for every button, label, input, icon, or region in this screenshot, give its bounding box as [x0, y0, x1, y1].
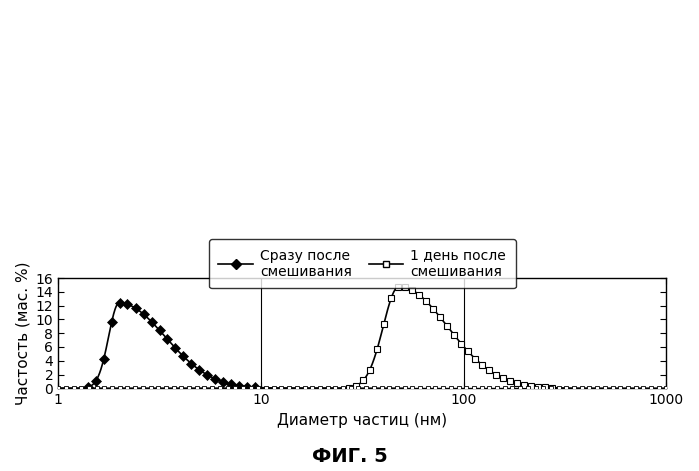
Y-axis label: Частость (мас. %): Частость (мас. %)	[15, 261, 30, 405]
X-axis label: Диаметр частиц (нм): Диаметр частиц (нм)	[278, 413, 447, 428]
Legend: Сразу после
смешивания, 1 день после
смешивания: Сразу после смешивания, 1 день после сме…	[209, 239, 516, 288]
Text: ФИГ. 5: ФИГ. 5	[312, 447, 387, 466]
